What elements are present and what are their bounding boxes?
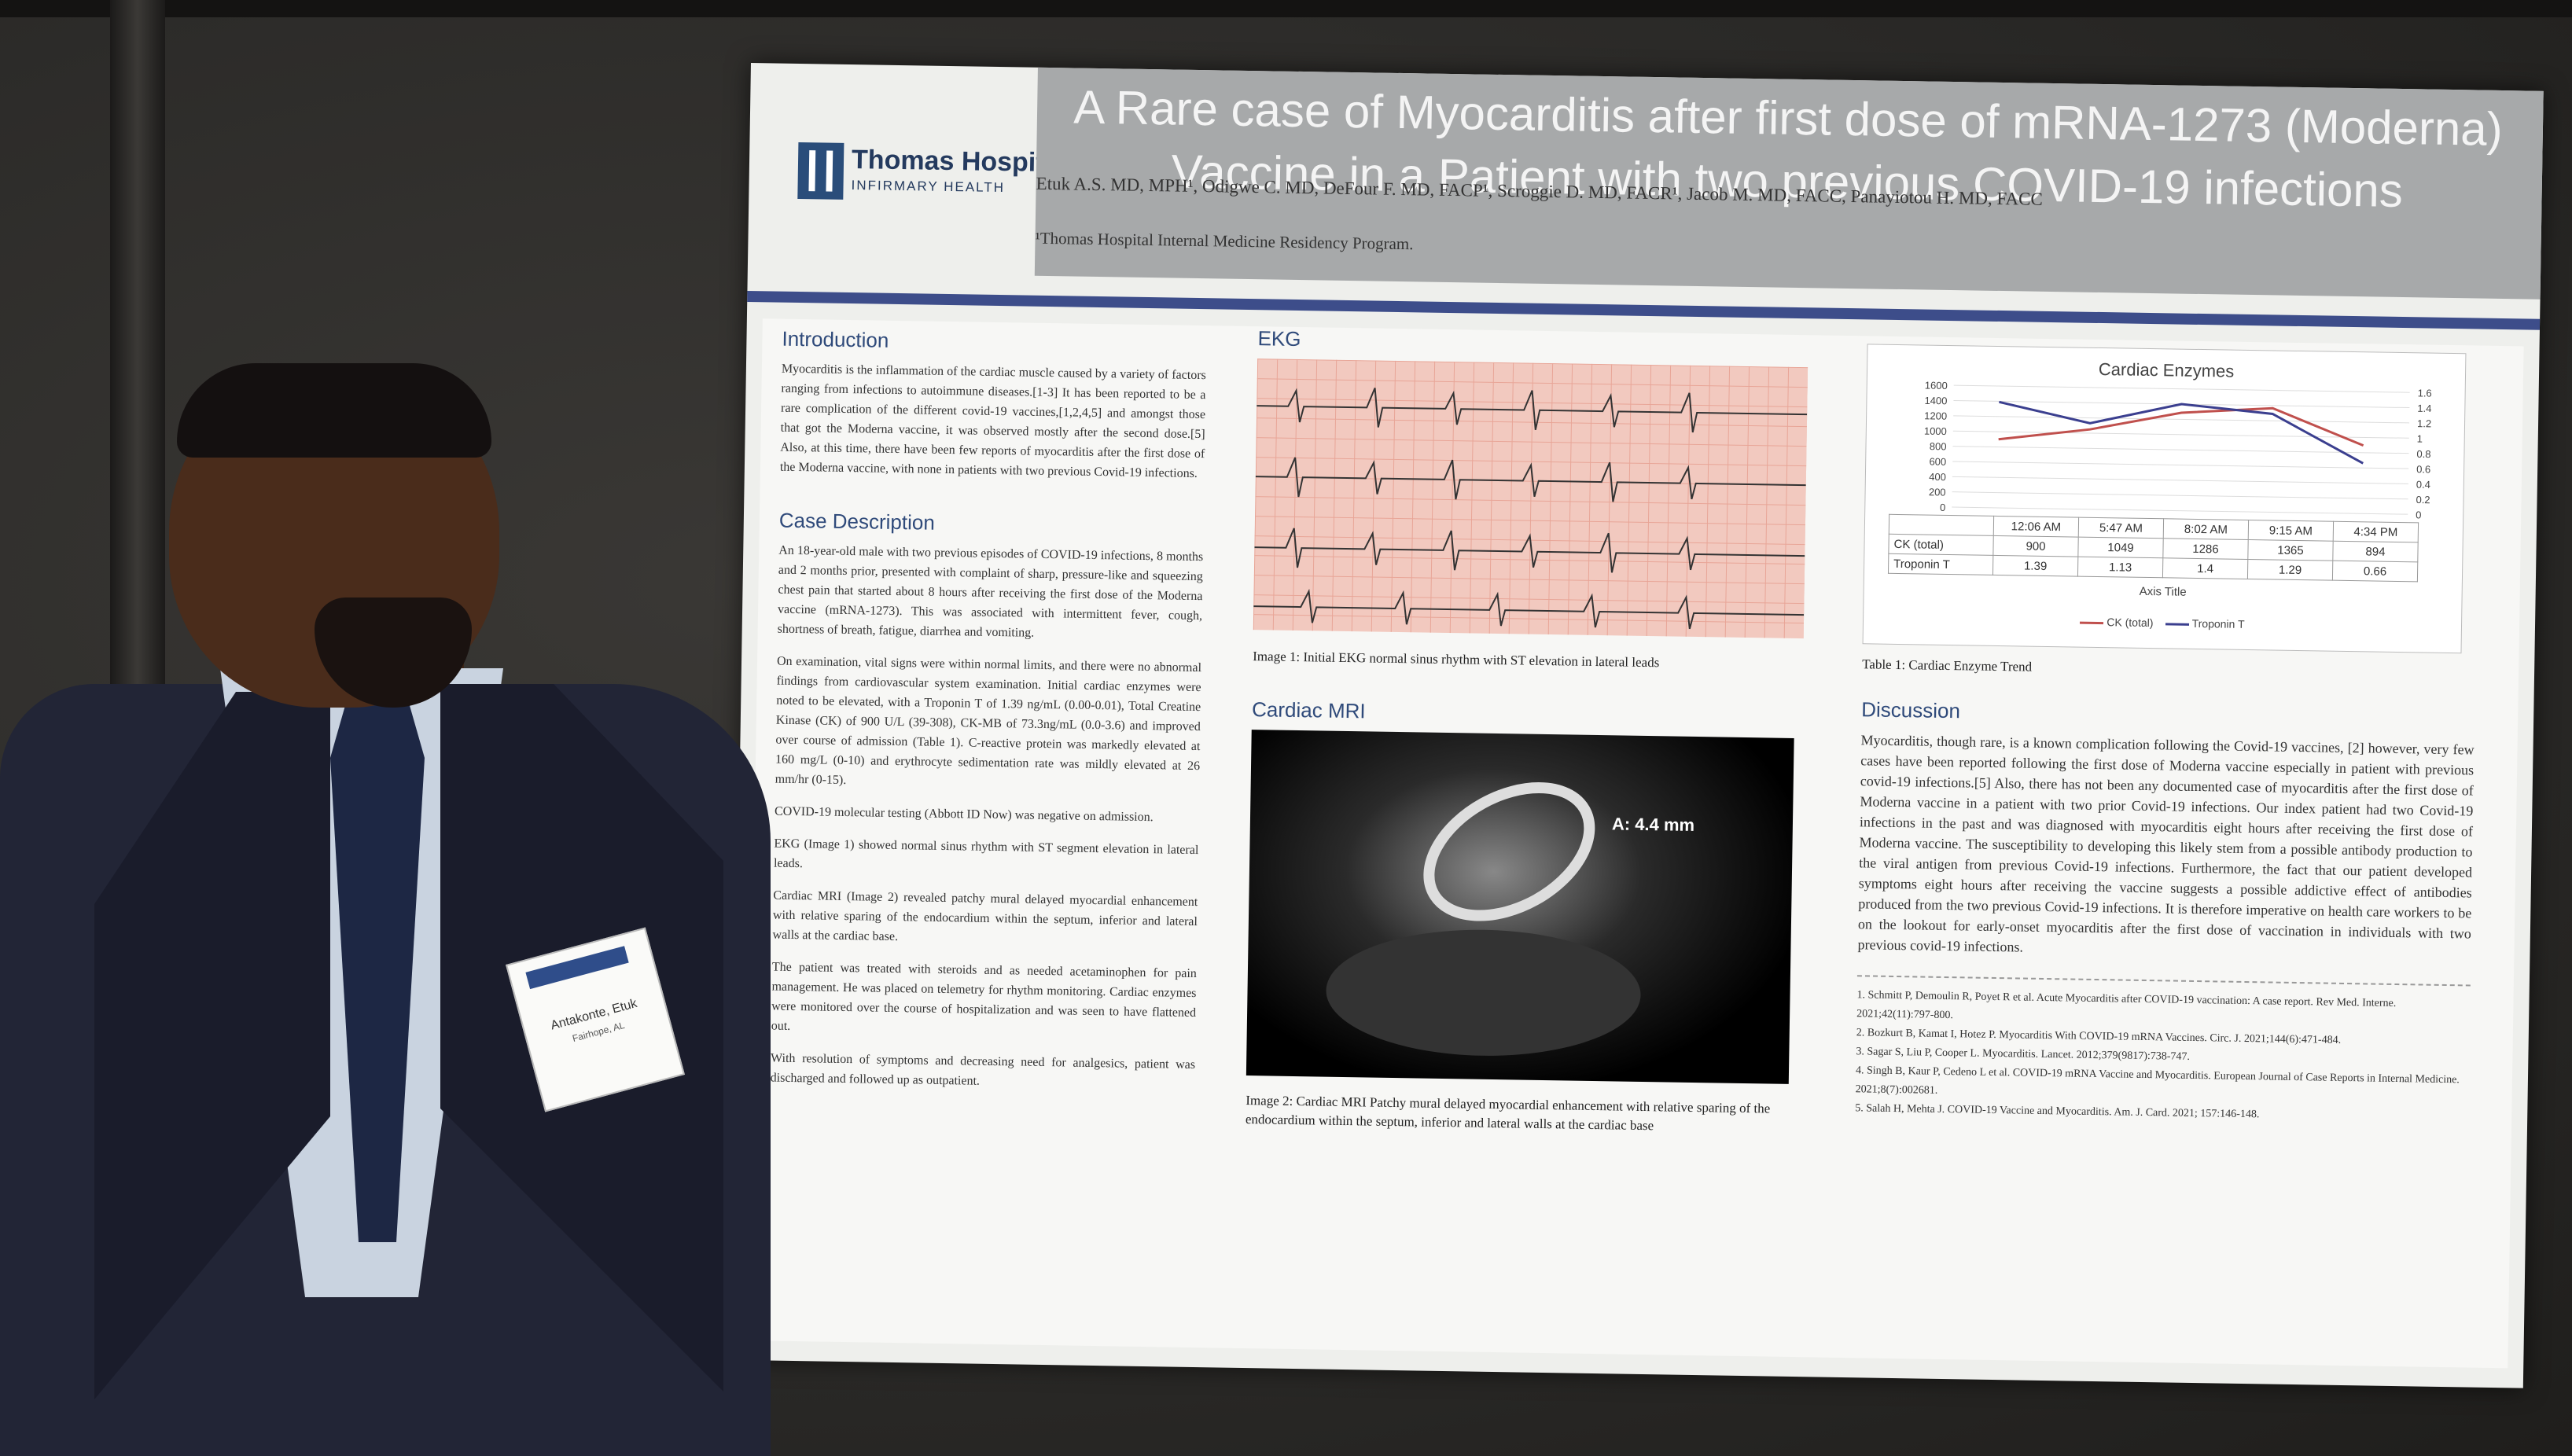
- top-edge: [0, 0, 2572, 17]
- table-cell: 1.39: [1992, 555, 2078, 577]
- gridline: [1953, 415, 2410, 424]
- case-p2: On examination, vital signs were within …: [775, 654, 1202, 788]
- chart-xlabel: Axis Title: [2139, 584, 2187, 599]
- discussion-text: Myocarditis, though rare, is a known com…: [1857, 732, 2474, 955]
- mri-image: A: 4.4 mm: [1246, 730, 1794, 1084]
- hair: [177, 363, 491, 458]
- hospital-logo: Thomas Hospital INFIRMARY HEALTH: [756, 79, 1067, 263]
- case-p1: An 18-year-old male with two previous ep…: [777, 543, 1204, 640]
- y-tick-left: 600: [1929, 455, 1946, 467]
- intro-heading: Introduction: [782, 326, 889, 352]
- case-heading: Case Description: [778, 508, 936, 535]
- y-tick-left: 1400: [1924, 395, 1947, 406]
- right-column: Cardiac Enzymes 1600 1400 1200 1000 800 600 40…: [1855, 344, 2480, 1127]
- ekg-trace: [1253, 388, 1808, 630]
- left-column: Introduction Myocarditis is the inflamma…: [770, 327, 1206, 1107]
- research-poster: Thomas Hospital INFIRMARY HEALTH A Rare …: [730, 63, 2544, 1388]
- y-tick-right: 0.6: [2416, 463, 2430, 475]
- chart-legend: CK (total) Troponin T: [1864, 612, 2461, 634]
- ekg-caption: Image 1: Initial EKG normal sinus rhythm…: [1253, 649, 1660, 671]
- series-line-0: [1998, 406, 2364, 447]
- legend-label-troponin: Troponin T: [2191, 616, 2245, 631]
- legend-swatch-ck: [2080, 621, 2104, 624]
- legend-swatch-troponin: [2165, 623, 2190, 626]
- y-tick-left: 800: [1930, 440, 1947, 452]
- table-header-cell: 8:02 AM: [2163, 518, 2249, 540]
- table-cell: 0.66: [2332, 561, 2418, 582]
- table-caption: Table 1: Cardiac Enzyme Trend: [1862, 656, 2033, 675]
- presenter: Antakonte, Etuk Fairhope, AL: [0, 346, 771, 1456]
- cardiac-enzymes-chart: Cardiac Enzymes 1600 1400 1200 1000 800 600 40…: [1862, 344, 2467, 654]
- table-row-label: CK (total): [1888, 534, 1994, 556]
- y-tick-right: 1.2: [2417, 417, 2431, 429]
- intro-text: Myocarditis is the inflammation of the c…: [779, 362, 1206, 480]
- table-header-cell: 9:15 AM: [2248, 520, 2334, 542]
- y-tick-left: 0: [1940, 502, 1945, 513]
- discussion-heading: Discussion: [1861, 697, 1961, 723]
- y-tick-right: 0: [2416, 509, 2421, 520]
- gridline: [1952, 446, 2409, 454]
- table-row-label: Troponin T: [1888, 553, 1993, 575]
- gridline: [1952, 430, 2409, 439]
- gridline: [1952, 491, 2408, 500]
- table-cell: 1286: [2162, 538, 2249, 560]
- refs-divider: [1856, 975, 2471, 987]
- chart-plot: 1600 1400 1200 1000 800 600 400 200 0 1.6 1.4 1.2 1 0…: [1924, 379, 2432, 520]
- gridline: [1952, 461, 2409, 469]
- table-cell: 894: [2332, 541, 2419, 562]
- ekg-image: [1253, 358, 1808, 639]
- table-corner: [1889, 514, 1994, 536]
- y-tick-left: 200: [1929, 486, 1946, 498]
- case-p6: The patient was treated with steroids an…: [771, 960, 1198, 1033]
- gridline: [1952, 476, 2408, 484]
- y-tick-right: 1.4: [2417, 403, 2431, 414]
- chart-data-table: 12:06 AM 5:47 AM 8:02 AM 9:15 AM 4:34 PM…: [1888, 514, 2419, 583]
- y-tick-left: 1200: [1924, 410, 1947, 421]
- case-p3: COVID-19 molecular testing (Abbott ID No…: [774, 804, 1154, 825]
- y-tick-left: 400: [1929, 471, 1946, 483]
- table-cell: 1365: [2247, 539, 2334, 561]
- hospital-logo-icon: [797, 142, 844, 200]
- case-p5: Cardiac MRI (Image 2) revealed patchy mu…: [772, 888, 1198, 944]
- mri-heart-shape: [1326, 782, 1641, 1056]
- table-cell: 1.29: [2247, 559, 2333, 581]
- y-tick-left: 1000: [1924, 425, 1947, 437]
- logo-name: Thomas Hospital: [851, 145, 1068, 178]
- y-tick-right: 0.2: [2416, 494, 2430, 506]
- table-cell: 1.4: [2162, 557, 2248, 579]
- mri-caption: Image 2: Cardiac MRI Patchy mural delaye…: [1245, 1093, 1771, 1134]
- y-tick-left: 1600: [1925, 379, 1948, 391]
- table-cell: 900: [1992, 535, 2079, 557]
- references: 1. Schmitt P, Demoulin R, Poyet R et al.…: [1855, 986, 2471, 1127]
- series-line-1: [1999, 400, 2364, 465]
- case-p7: With resolution of symptoms and decreasi…: [770, 1051, 1196, 1088]
- case-p4: EKG (Image 1) showed normal sinus rhythm…: [773, 836, 1199, 871]
- y-tick-right: 0.8: [2416, 448, 2430, 460]
- mri-heading: Cardiac MRI: [1251, 697, 1366, 723]
- table-cell: 1049: [2077, 537, 2164, 558]
- table-cell: 1.13: [2077, 557, 2163, 578]
- legend-label-ck: CK (total): [2107, 616, 2154, 630]
- y-tick-right: 1.6: [2418, 387, 2432, 399]
- logo-sub: INFIRMARY HEALTH: [851, 178, 1006, 196]
- gridline: [1953, 384, 2410, 393]
- y-tick-right: 1: [2417, 432, 2423, 444]
- gridline: [1952, 506, 2408, 515]
- table-header-cell: 5:47 AM: [2078, 517, 2164, 539]
- poster-content: Introduction Myocarditis is the inflamma…: [746, 318, 2524, 1369]
- table-header-cell: 4:34 PM: [2333, 521, 2419, 542]
- middle-column: EKG Image 1: Initial EKG normal sinus rh…: [1246, 326, 1824, 1138]
- table-header-cell: 12:06 AM: [1993, 516, 2079, 538]
- ekg-heading: EKG: [1257, 326, 1301, 351]
- mri-measurement: A: 4.4 mm: [1611, 814, 1695, 835]
- y-tick-right: 0.4: [2416, 479, 2430, 491]
